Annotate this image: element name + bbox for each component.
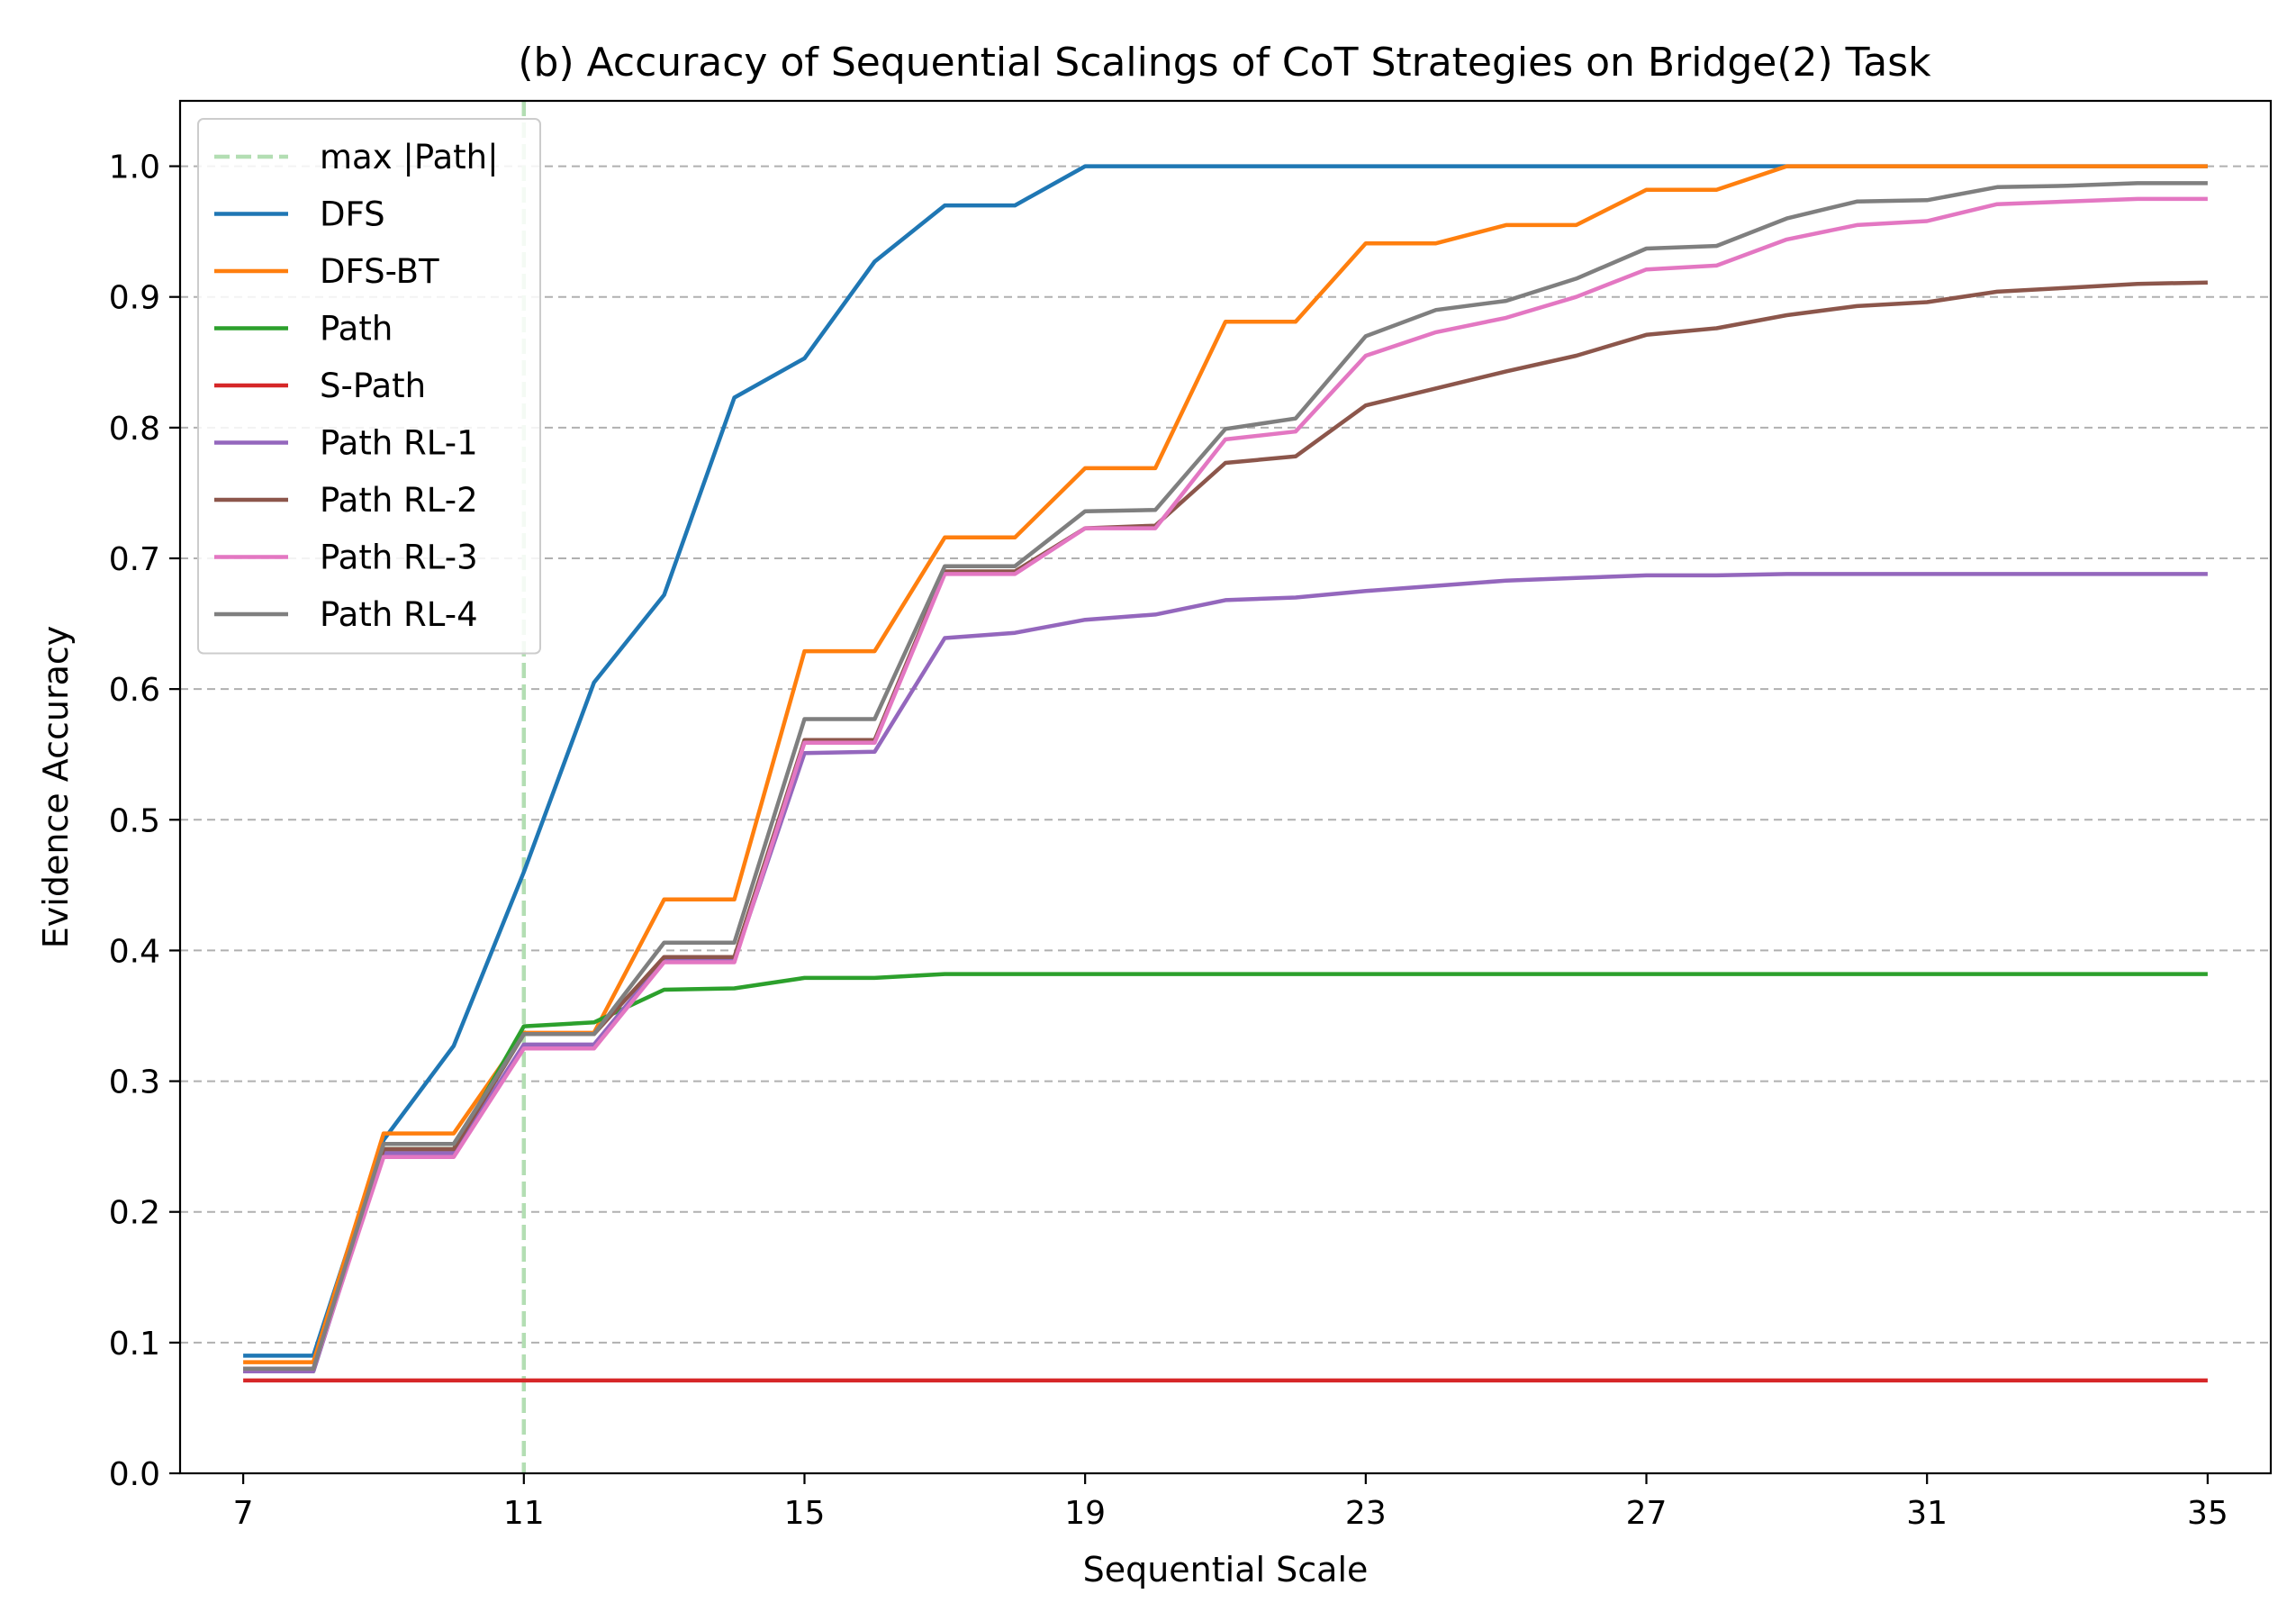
series-line-path [243,972,2208,1374]
legend-label: Path RL-2 [320,481,478,520]
y-tick-label: 0.1 [109,1326,160,1363]
x-tick-label: 7 [233,1495,254,1532]
y-tick-label: 0.6 [109,672,160,709]
legend-label: DFS-BT [320,252,439,291]
x-tick-label: 31 [1906,1495,1948,1532]
y-tick-label: 0.7 [109,541,160,578]
series-layer [243,164,2208,1383]
y-axis-label: Evidence Accuracy [36,626,76,948]
x-tick-label: 23 [1345,1495,1387,1532]
series-line-path-rl-4 [243,181,2208,1372]
y-tick-label: 0.3 [109,1064,160,1101]
x-tick-label: 19 [1064,1495,1106,1532]
plot-frame [178,99,2273,1475]
series-line-path-rl-3 [243,196,2208,1372]
y-tick-label: 0.8 [109,411,160,448]
legend: max |Path| DFS DFS-BT Path S-Path Path RL-1 Pa… [197,118,541,655]
y-tick-label: 1.0 [109,149,160,186]
y-axis-ticks: 0.0 0.1 0.2 0.3 0.4 0.5 0.6 0.7 0.8 0.9 1.0 [109,149,180,1493]
legend-label: S-Path [320,367,426,405]
x-tick-label: 27 [1626,1495,1668,1532]
y-tick-label: 0.9 [109,280,160,317]
x-tick-label: 11 [503,1495,545,1532]
legend-label: Path [320,310,393,349]
series-line-path-rl-1 [243,572,2208,1374]
y-tick-label: 0.0 [109,1456,160,1493]
x-tick-label: 15 [784,1495,826,1532]
y-tick-label: 0.5 [109,802,160,839]
y-tick-label: 0.2 [109,1195,160,1232]
legend-box [197,118,541,655]
legend-label: DFS [320,195,385,234]
legend-label: max |Path| [320,138,499,177]
legend-label: Path RL-3 [320,539,478,577]
legend-label: Path RL-4 [320,595,478,634]
chart-title: (b) Accuracy of Sequential Scalings of C… [518,40,1931,86]
y-tick-label: 0.4 [109,933,160,970]
x-axis-label: Sequential Scale [1083,1550,1369,1589]
x-axis-ticks: 7 11 15 19 23 27 31 35 [233,1473,2228,1532]
legend-label: Path RL-1 [320,424,478,463]
x-tick-label: 35 [2187,1495,2228,1532]
